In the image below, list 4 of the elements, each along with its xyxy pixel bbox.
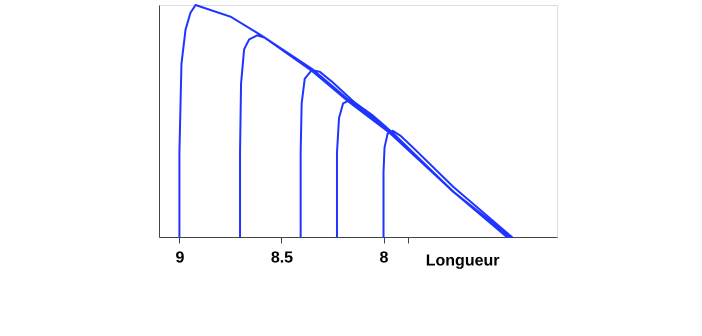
- x-tick-label: 9: [175, 250, 184, 266]
- x-tick-label: 8: [380, 250, 389, 266]
- x-tick-label: 8.5: [270, 250, 294, 266]
- x-axis-title: Longueur: [426, 252, 500, 270]
